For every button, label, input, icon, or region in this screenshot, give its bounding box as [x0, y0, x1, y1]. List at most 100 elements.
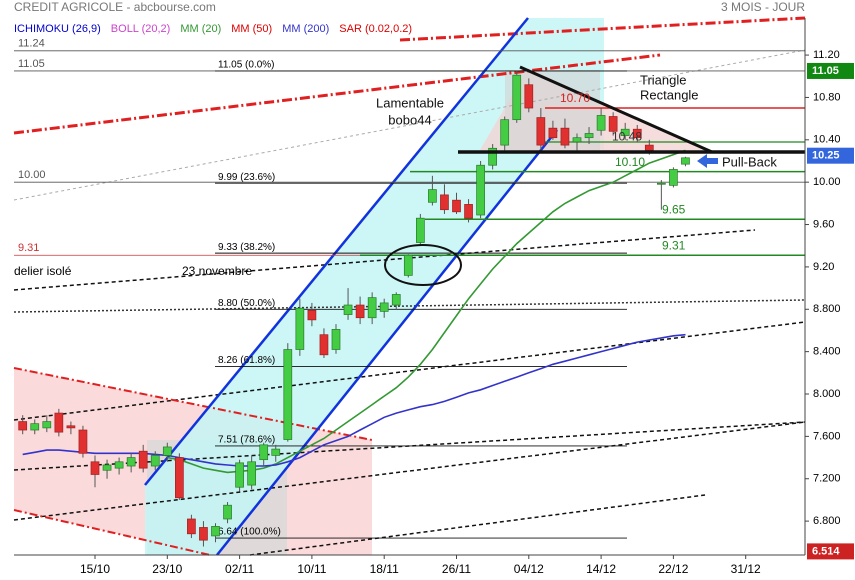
legend-item: SAR (0.02,0.2) — [339, 23, 412, 35]
candle-body — [295, 307, 305, 350]
candle-body — [548, 127, 558, 139]
x-tick-label: 22/12 — [658, 562, 688, 576]
annotation: bobo44 — [388, 112, 431, 127]
candle-body — [608, 116, 618, 132]
candle-body — [464, 204, 473, 219]
candle-body — [367, 297, 377, 319]
candle-body — [235, 462, 244, 488]
candle-body — [656, 182, 666, 185]
candle-body — [476, 164, 485, 216]
candle-body — [138, 450, 148, 469]
candle-body — [512, 74, 522, 121]
x-tick-label: 10/11 — [297, 562, 326, 576]
y-tick-label: 9.60 — [813, 218, 834, 230]
annotation: Rectangle — [640, 87, 699, 102]
fib-label: 9.99 (23.6%) — [218, 172, 275, 183]
fib-label: 8.26 (61.8%) — [218, 355, 275, 366]
fib-label: 6.64 (100.0%) — [218, 527, 281, 538]
x-tick-label: 23/10 — [152, 562, 182, 576]
red-channel — [13, 53, 661, 135]
price-badge — [807, 147, 854, 164]
candle-body — [560, 127, 570, 146]
candle-body — [162, 446, 172, 456]
price-badge-label: 6.514 — [812, 545, 840, 557]
candle-body — [90, 461, 100, 475]
page-title: CREDIT AGRICOLE - abcbourse.com — [14, 0, 216, 14]
candle-body — [175, 457, 184, 499]
x-tick-label: 02/11 — [225, 562, 254, 576]
candle-body — [416, 217, 425, 243]
candle-body — [632, 128, 642, 139]
candle-body — [66, 425, 76, 429]
candle-body — [620, 128, 630, 136]
candle-body — [283, 349, 293, 440]
candle-body — [30, 423, 40, 431]
period: 3 MOIS - JOUR — [721, 0, 805, 14]
candle-body — [126, 457, 136, 467]
candle-body — [199, 527, 208, 541]
y-tick-label: 10.40 — [813, 134, 841, 146]
price-badge — [807, 62, 854, 79]
red-wedge-line — [13, 367, 373, 441]
x-tick-label: 14/12 — [586, 562, 616, 576]
plot — [18, 70, 690, 547]
level-label: 9.31 — [18, 242, 39, 254]
legend-item: ICHIMOKU (26,9) — [14, 23, 101, 35]
candle-body — [428, 189, 437, 203]
trend-line — [13, 421, 806, 471]
level-label: 9.65 — [662, 202, 686, 216]
legend-item: MM (50) — [231, 23, 272, 35]
candle-body — [572, 137, 582, 143]
fib-label: 8.80 (50.0%) — [218, 298, 275, 309]
level-label: 10.70 — [560, 91, 590, 105]
blue-channel — [216, 129, 558, 556]
legend-item: MM (20) — [180, 23, 221, 35]
candle-body — [114, 461, 124, 469]
triangle-line — [519, 65, 713, 154]
candle-body — [259, 444, 269, 461]
x-tick-label: 31/12 — [731, 562, 761, 576]
level-label: 11.24 — [18, 38, 45, 50]
blue-channel — [144, 17, 529, 486]
x-tick-label: 26/11 — [442, 562, 471, 576]
moving-average — [22, 333, 686, 467]
y-tick-label: 6.800 — [813, 515, 841, 527]
candle-body — [42, 421, 52, 429]
candle-body — [584, 133, 594, 139]
candle-body — [488, 147, 497, 166]
candle-body — [187, 518, 196, 535]
candle-body — [54, 412, 64, 433]
y-tick-label: 10.00 — [813, 176, 841, 188]
price-badge-label: 10.25 — [812, 150, 840, 162]
y-tick-label: 8.800 — [813, 303, 841, 315]
candle-body — [596, 115, 606, 131]
annotation: Lamentable — [376, 95, 444, 110]
y-tick-label: 7.200 — [813, 473, 841, 485]
level-label: 10.48 — [612, 130, 642, 144]
trend-line — [13, 321, 806, 421]
candle-body — [319, 334, 329, 356]
y-tick-label: 9.20 — [813, 261, 834, 273]
candle-body — [150, 455, 160, 467]
x-tick-label: 04/12 — [514, 562, 544, 576]
y-tick-label: 10.80 — [813, 91, 841, 103]
candle-body — [18, 421, 28, 431]
price-badge — [807, 543, 854, 560]
candle-body — [391, 294, 401, 306]
candle-body — [403, 254, 413, 276]
overlay — [384, 65, 805, 286]
candle-body — [355, 304, 365, 319]
candle-body — [247, 461, 256, 486]
fib-label: 11.05 (0.0%) — [218, 60, 275, 71]
y-tick-label: 7.600 — [813, 430, 841, 442]
level-label: 10.10 — [615, 155, 645, 169]
candle-body — [536, 117, 546, 146]
candle-body — [669, 169, 678, 186]
annotation: Pull-Back — [722, 154, 777, 169]
trend-line — [13, 229, 756, 291]
candle-body — [307, 309, 317, 321]
level-label: 10.00 — [18, 169, 46, 181]
red-channel — [399, 16, 806, 42]
highlight-ellipse — [384, 244, 462, 286]
